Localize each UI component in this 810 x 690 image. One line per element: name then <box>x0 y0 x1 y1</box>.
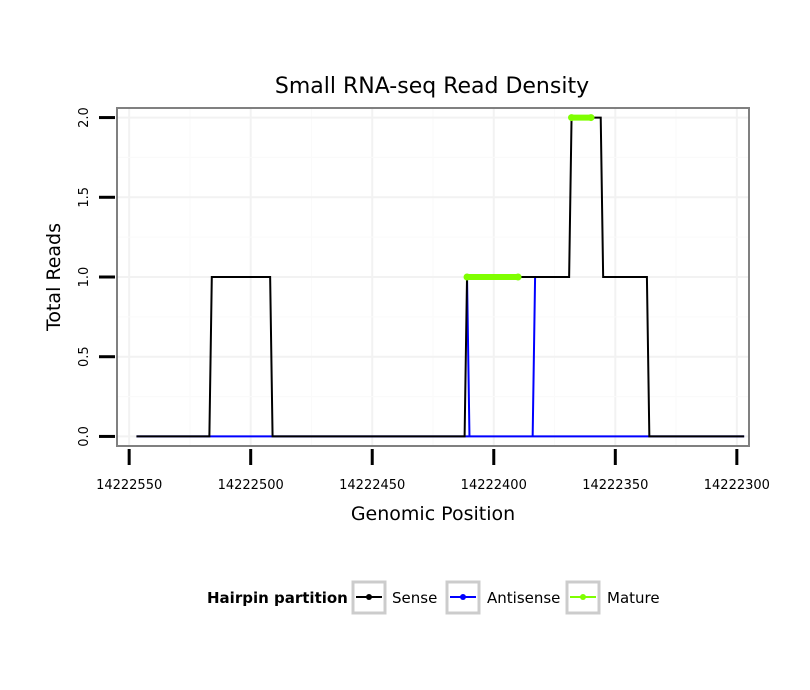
y-tick-label: 0.0 <box>77 426 92 447</box>
legend-label-antisense: Antisense <box>487 589 560 607</box>
legend-label-mature: Mature <box>607 589 660 607</box>
chart-title: Small RNA-seq Read Density <box>275 74 589 99</box>
series-point-mature <box>587 114 595 122</box>
series-line-sense <box>136 116 745 438</box>
x-axis-title: Genomic Position <box>351 503 515 525</box>
y-axis: 0.0 0.5 1.0 1.5 2.0 <box>77 107 115 447</box>
x-tick-label: 14222550 <box>96 478 162 493</box>
series-point-mature <box>568 114 576 122</box>
y-tick-label: 0.5 <box>77 346 92 367</box>
legend-point-sense <box>366 594 372 600</box>
series-point-mature <box>514 273 522 281</box>
x-axis: 14222550 14222500 14222450 14222400 14222350… <box>96 449 770 493</box>
x-tick-label: 14222450 <box>339 478 405 493</box>
x-tick-label: 14222350 <box>582 478 648 493</box>
y-tick-label: 1.0 <box>77 267 92 288</box>
y-tick-label: 1.5 <box>77 187 92 208</box>
series-point-mature <box>463 273 471 281</box>
legend-item-antisense: Antisense <box>445 580 560 615</box>
panel-border <box>116 107 750 447</box>
plot-panel <box>116 107 750 447</box>
legend-label-sense: Sense <box>392 589 437 607</box>
legend-point-antisense <box>460 594 466 600</box>
legend: Hairpin partition Sense Antisense Mature <box>207 580 660 615</box>
y-tick-label: 2.0 <box>77 107 92 128</box>
x-tick-label: 14222400 <box>461 478 527 493</box>
legend-point-mature <box>580 594 586 600</box>
x-tick-label: 14222500 <box>218 478 284 493</box>
legend-item-mature: Mature <box>565 580 660 615</box>
y-axis-title: Total Reads <box>43 223 65 332</box>
legend-item-sense: Sense <box>351 580 437 615</box>
legend-title: Hairpin partition <box>207 589 348 607</box>
x-tick-label: 14222300 <box>704 478 770 493</box>
grid <box>117 108 749 446</box>
series-layer <box>136 114 745 438</box>
